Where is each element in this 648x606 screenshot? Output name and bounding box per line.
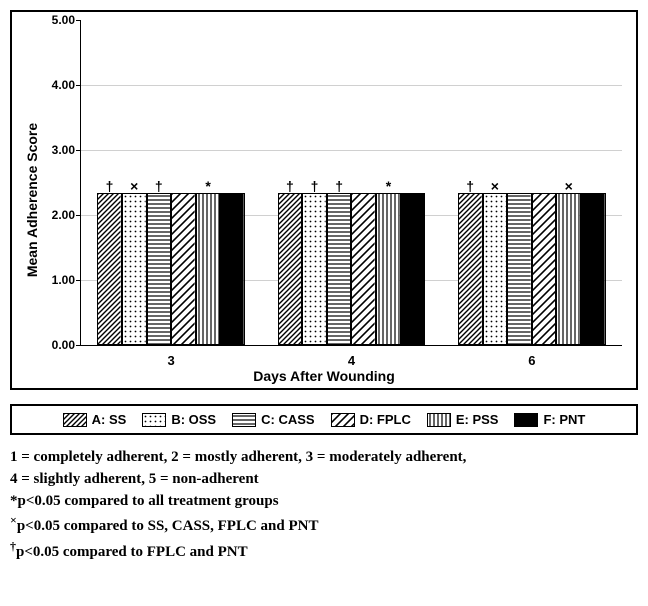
significance-marker: ×	[130, 179, 138, 193]
legend-item: D: FPLC	[331, 412, 411, 427]
significance-marker: ×	[565, 179, 573, 193]
legend-label: D: FPLC	[360, 412, 411, 427]
legend-label: B: OSS	[171, 412, 216, 427]
bar: ×	[483, 193, 508, 345]
bar	[401, 193, 426, 345]
ytick-mark	[76, 85, 81, 86]
significance-marker: †	[311, 179, 319, 193]
significance-marker: †	[155, 179, 163, 193]
bar	[220, 193, 245, 345]
footnote-line: ×p<0.05 compared to SS, CASS, FPLC and P…	[10, 512, 638, 538]
gridline	[81, 150, 622, 151]
plot-area: 0.001.002.003.004.005.00†×†*3†††*4†××6	[80, 20, 622, 346]
bar: ×	[556, 193, 581, 345]
footnotes: 1 = completely adherent, 2 = mostly adhe…	[10, 447, 638, 564]
legend-item: F: PNT	[514, 412, 585, 427]
bar-group: †××6	[458, 193, 606, 345]
ytick-label: 0.00	[52, 338, 75, 352]
bar	[507, 193, 532, 345]
significance-marker: †	[286, 179, 294, 193]
footnote-line: 4 = slightly adherent, 5 = non-adherent	[10, 469, 638, 491]
footnote-line: *p<0.05 compared to all treatment groups	[10, 491, 638, 513]
bar: †	[327, 193, 352, 345]
significance-marker: †	[335, 179, 343, 193]
bar	[581, 193, 606, 345]
y-axis-label: Mean Adherence Score	[24, 123, 40, 277]
bar	[171, 193, 196, 345]
bar: ×	[122, 193, 147, 345]
legend-item: B: OSS	[142, 412, 216, 427]
significance-marker: *	[205, 179, 210, 193]
xtick-label: 6	[528, 353, 535, 368]
ytick-mark	[76, 150, 81, 151]
ytick-label: 1.00	[52, 273, 75, 287]
bar-group: †††*4	[278, 193, 426, 345]
bar: *	[196, 193, 221, 345]
bar: †	[302, 193, 327, 345]
significance-marker: ×	[491, 179, 499, 193]
bar	[532, 193, 557, 345]
legend-label: E: PSS	[456, 412, 499, 427]
chart-container: Mean Adherence Score 0.001.002.003.004.0…	[10, 10, 638, 435]
significance-marker: *	[386, 179, 391, 193]
legend-label: F: PNT	[543, 412, 585, 427]
legend: A: SS B: OSS C: CASS D: FPLC E: PSS F: PNT	[10, 404, 638, 435]
bar: †	[278, 193, 303, 345]
legend-swatch	[331, 413, 355, 427]
legend-label: C: CASS	[261, 412, 314, 427]
bar: †	[147, 193, 172, 345]
significance-marker: †	[106, 179, 114, 193]
bar: *	[376, 193, 401, 345]
ytick-label: 5.00	[52, 13, 75, 27]
gridline	[81, 85, 622, 86]
legend-item: C: CASS	[232, 412, 314, 427]
ytick-mark	[76, 215, 81, 216]
legend-label: A: SS	[92, 412, 127, 427]
ytick-label: 3.00	[52, 143, 75, 157]
bar-group: †×†*3	[97, 193, 245, 345]
legend-item: A: SS	[63, 412, 127, 427]
significance-marker: †	[466, 179, 474, 193]
footnote-line: †p<0.05 compared to FPLC and PNT	[10, 538, 638, 564]
legend-item: E: PSS	[427, 412, 499, 427]
bar: †	[458, 193, 483, 345]
legend-swatch	[63, 413, 87, 427]
xtick-label: 3	[168, 353, 175, 368]
legend-swatch	[514, 413, 538, 427]
x-axis-label: Days After Wounding	[12, 368, 636, 384]
chart-frame: Mean Adherence Score 0.001.002.003.004.0…	[10, 10, 638, 390]
legend-swatch	[232, 413, 256, 427]
ytick-mark	[76, 345, 81, 346]
xtick-label: 4	[348, 353, 355, 368]
bar: †	[97, 193, 122, 345]
ytick-mark	[76, 280, 81, 281]
ytick-mark	[76, 20, 81, 21]
ytick-label: 4.00	[52, 78, 75, 92]
legend-swatch	[142, 413, 166, 427]
bar	[351, 193, 376, 345]
legend-swatch	[427, 413, 451, 427]
footnote-line: 1 = completely adherent, 2 = mostly adhe…	[10, 447, 638, 469]
ytick-label: 2.00	[52, 208, 75, 222]
